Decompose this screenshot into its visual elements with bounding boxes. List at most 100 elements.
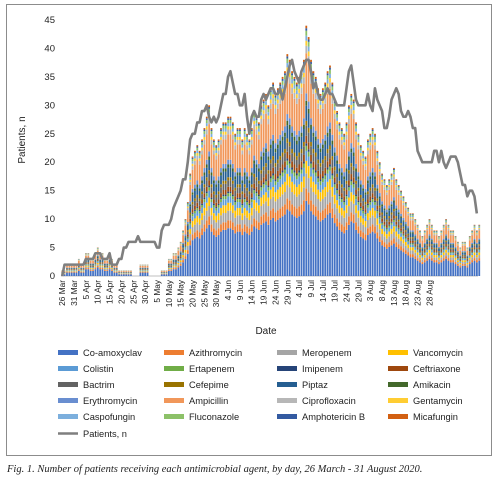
bar-segment	[189, 173, 192, 175]
bar-segment	[248, 199, 251, 204]
bar-segment	[393, 167, 395, 169]
bar-segment	[412, 244, 414, 248]
bar-segment	[212, 139, 215, 141]
bar-segment	[383, 242, 386, 247]
bar-segment	[364, 212, 367, 214]
bar-segment	[407, 226, 410, 229]
bar-segment	[340, 139, 343, 145]
bar-segment	[404, 237, 407, 240]
bar-segment	[260, 197, 263, 207]
bar-segment	[205, 118, 208, 120]
bar-segment	[286, 125, 289, 139]
bar-segment	[348, 224, 350, 276]
bar-segment	[291, 214, 293, 276]
bar-segment	[333, 177, 336, 183]
bar-segment	[388, 227, 391, 232]
bar-segment	[336, 226, 338, 276]
bar-segment	[189, 240, 192, 246]
bar-segment	[412, 250, 414, 255]
bar-segment	[445, 258, 447, 276]
bar-segment	[357, 190, 360, 197]
bar-segment	[321, 88, 324, 91]
bar-segment	[409, 217, 412, 219]
bar-segment	[381, 204, 383, 207]
bar-segment	[321, 170, 324, 177]
bar-segment	[324, 208, 327, 218]
bar-segment	[447, 238, 450, 241]
bar-segment	[194, 198, 196, 201]
bar-segment	[345, 213, 348, 223]
bar-segment	[362, 158, 365, 161]
bar-segment	[177, 267, 180, 276]
bar-segment	[243, 199, 246, 203]
bar-segment	[407, 213, 410, 216]
bar-segment	[182, 233, 184, 235]
bar-segment	[217, 207, 220, 214]
bar-segment	[338, 122, 341, 124]
bar-segment	[352, 170, 355, 178]
bar-segment	[416, 244, 419, 246]
bar-segment	[371, 193, 374, 198]
bar-segment	[393, 215, 395, 219]
bar-segment	[184, 246, 187, 248]
bar-segment	[229, 191, 232, 194]
bar-segment	[314, 156, 317, 165]
bar-segment	[267, 224, 270, 276]
bar-segment	[395, 231, 398, 237]
bar-segment	[350, 163, 353, 167]
bar-segment	[473, 260, 476, 276]
bar-segment	[258, 196, 260, 200]
bar-segment	[279, 156, 282, 160]
bar-segment	[362, 200, 365, 206]
bar-segment	[269, 103, 272, 109]
bar-segment	[350, 101, 353, 105]
bar-segment	[326, 167, 329, 170]
bar-segment	[321, 103, 324, 109]
bar-segment	[371, 184, 374, 188]
bar-segment	[383, 180, 386, 182]
bar-segment	[371, 139, 374, 145]
bar-segment	[430, 228, 433, 231]
bar-segment	[141, 265, 144, 268]
bar-segment	[222, 131, 225, 135]
bar-segment	[362, 160, 365, 165]
bar-segment	[440, 242, 443, 245]
bar-segment	[73, 272, 75, 273]
bar-segment	[314, 216, 317, 276]
bar-segment	[357, 202, 360, 205]
bar-segment	[452, 232, 455, 234]
bar-segment	[343, 217, 346, 227]
bar-segment	[234, 202, 237, 205]
bar-segment	[267, 108, 270, 113]
bar-segment	[274, 184, 277, 193]
bar-segment	[144, 270, 147, 272]
bar-segment	[438, 259, 440, 263]
legend-label: Co-amoxyclav	[83, 348, 142, 358]
bar-segment	[80, 272, 83, 276]
bar-segment	[452, 234, 455, 236]
bar-segment	[286, 173, 289, 186]
bar-segment	[412, 215, 414, 218]
bar-segment	[426, 258, 429, 261]
bar-segment	[269, 199, 272, 211]
bar-segment	[217, 194, 220, 200]
bar-segment	[433, 255, 436, 258]
bar-segment	[288, 167, 291, 177]
bar-segment	[428, 249, 431, 253]
bar-segment	[241, 194, 244, 200]
bar-segment	[378, 223, 381, 230]
bar-segment	[385, 244, 388, 249]
legend-swatch	[388, 350, 408, 355]
bar-segment	[215, 202, 218, 207]
bar-segment	[395, 216, 398, 218]
bar-segment	[464, 265, 466, 276]
bar-segment	[85, 268, 87, 270]
bar-segment	[376, 153, 379, 156]
bar-segment	[99, 268, 102, 270]
bar-segment	[205, 186, 208, 192]
bar-segment	[265, 93, 267, 96]
bar-segment	[236, 134, 239, 137]
bar-segment	[336, 190, 338, 194]
bar-segment	[324, 103, 327, 135]
bar-segment	[300, 192, 303, 205]
